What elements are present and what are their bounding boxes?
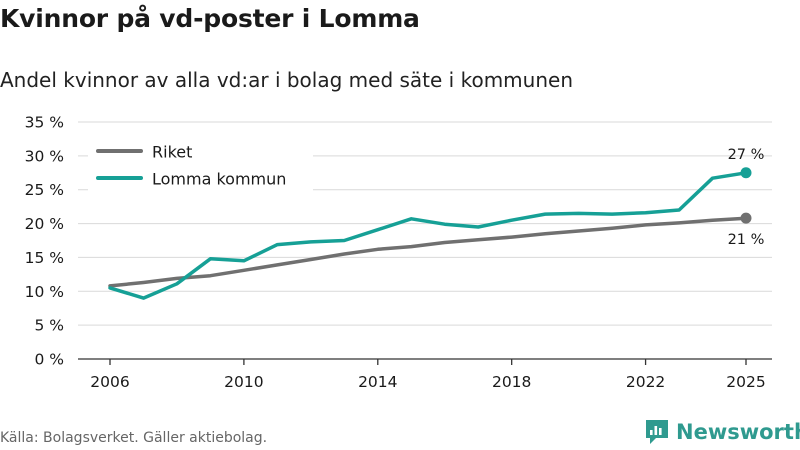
y-tick-label: 35 % (25, 114, 64, 132)
x-tick-label: 2014 (358, 373, 397, 391)
series-lines: 21 % 27 % (108, 147, 765, 300)
legend: Riket Lomma kommun (88, 132, 313, 196)
brand-name: Newsworthy (676, 420, 800, 444)
legend-background (88, 132, 313, 196)
page-title: Kvinnor på vd-poster i Lomma (0, 4, 420, 33)
x-tick-label: 2010 (224, 373, 263, 391)
series-line-lomma (108, 171, 748, 300)
x-tick-label: 2025 (726, 373, 765, 391)
series-line-riket (108, 216, 748, 288)
y-tick-label: 20 % (25, 215, 64, 233)
x-tick-label: 2006 (90, 373, 129, 391)
y-tick-label: 15 % (25, 249, 64, 267)
source-note: Källa: Bolagsverket. Gäller aktiebolag. (0, 430, 268, 446)
legend-label-riket: Riket (152, 143, 192, 162)
x-axis: 2006 2010 2014 2018 2022 2025 (78, 358, 772, 391)
chart-subtitle: Andel kvinnor av alla vd:ar i bolag med … (0, 68, 573, 92)
y-tick-label: 5 % (34, 317, 64, 335)
y-tick-label: 10 % (25, 283, 64, 301)
x-tick-label: 2018 (492, 373, 531, 391)
end-label-lomma: 27 % (728, 147, 765, 163)
y-tick-label: 0 % (34, 351, 64, 369)
y-tick-label: 25 % (25, 181, 64, 199)
y-tick-label: 30 % (25, 147, 64, 165)
x-tick-label: 2022 (626, 373, 665, 391)
y-axis-ticks: 0 % 5 % 10 % 15 % 20 % 25 % 30 % 35 % (25, 114, 64, 369)
legend-label-lomma: Lomma kommun (152, 170, 286, 189)
end-label-riket: 21 % (728, 232, 765, 248)
newsworthy-logo-icon (646, 420, 668, 444)
end-point-riket (740, 212, 752, 224)
end-point-lomma (740, 167, 752, 179)
newsworthy-logo: Newsworthy (644, 418, 800, 446)
